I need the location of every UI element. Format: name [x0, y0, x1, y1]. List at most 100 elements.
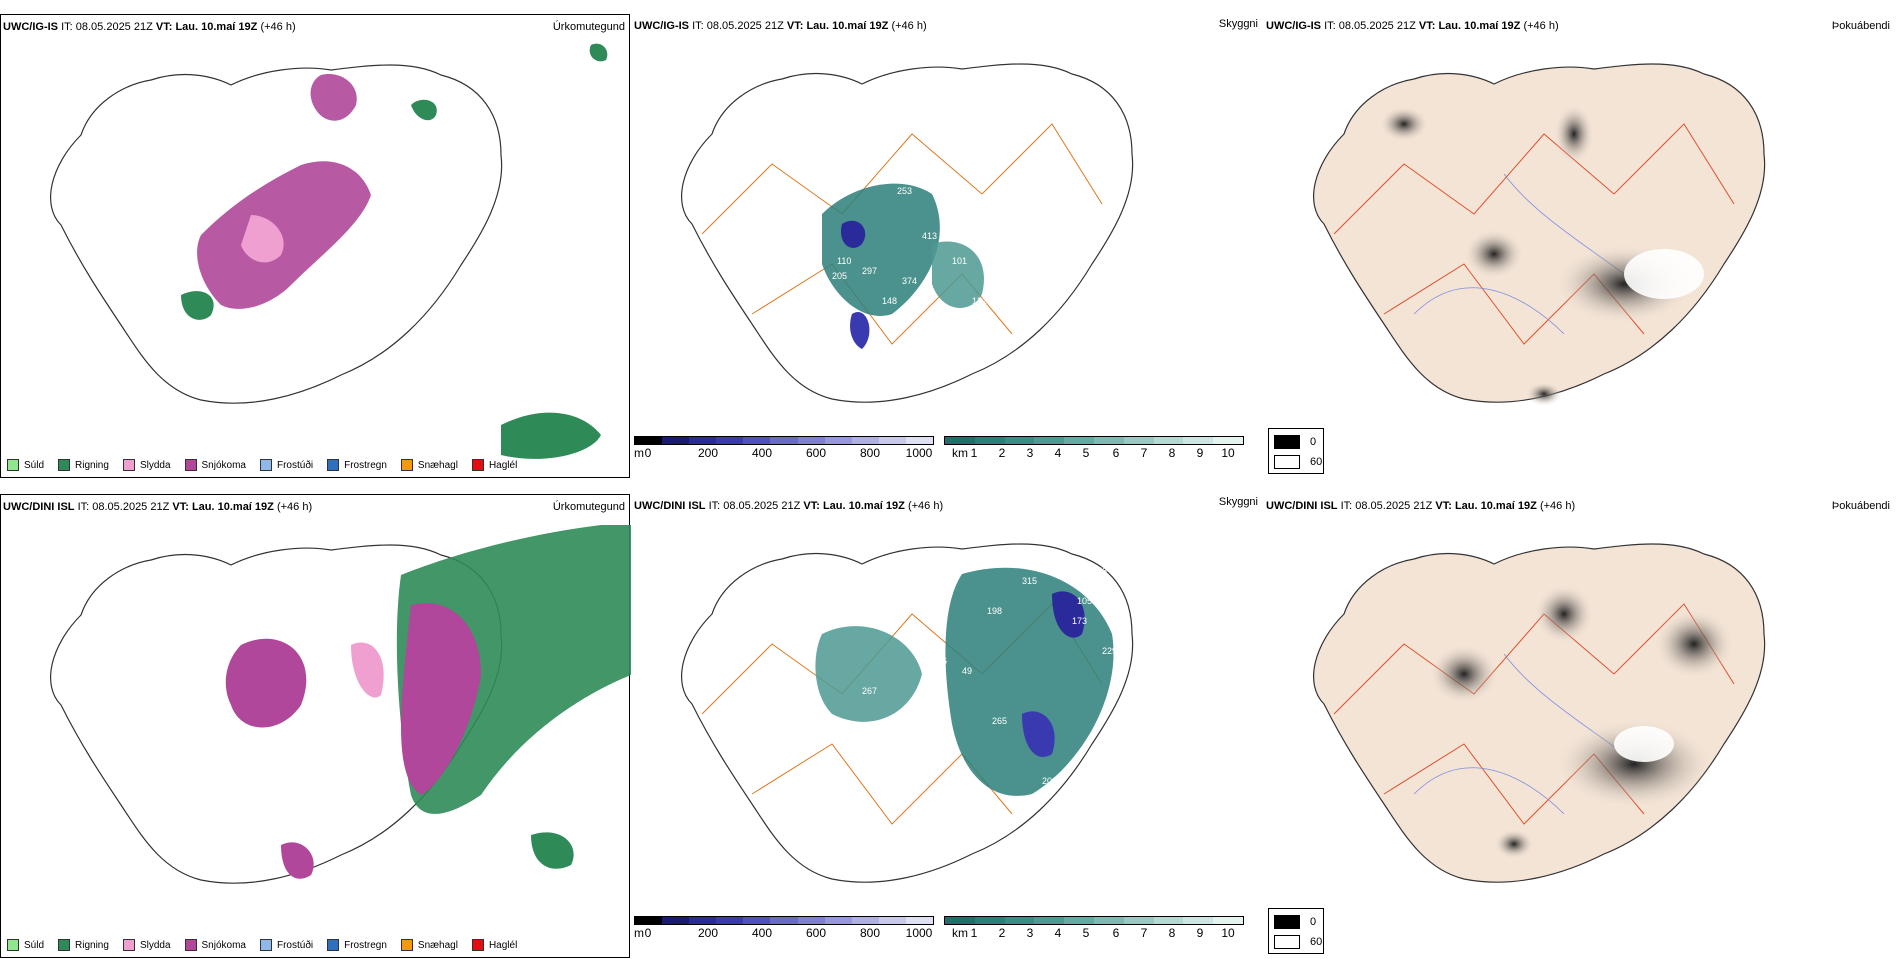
- legend-item: Frostúði: [259, 459, 313, 471]
- colorbar-swatch: [851, 917, 879, 924]
- colorbar-swatch: [1153, 917, 1184, 924]
- ceiling-label: 386: [932, 656, 947, 666]
- colorbar-tick: 8: [1168, 446, 1176, 460]
- legend-item: Snjókoma: [184, 459, 246, 471]
- colorbar-tick: 800: [859, 926, 881, 940]
- legend-swatch: [400, 939, 413, 951]
- colorbar-swatch: [662, 437, 690, 444]
- colorbar-tick: 6: [1112, 926, 1120, 940]
- legend-item: Snæhagl: [400, 939, 458, 951]
- colorbar-swatch: [1213, 437, 1243, 444]
- colorbar-swatch: [974, 437, 1005, 444]
- colorbar-swatch: [797, 437, 825, 444]
- legend-swatch: [122, 459, 135, 471]
- legend-swatch: [7, 939, 19, 951]
- panel-header: UWC/DINI ISL IT: 08.05.2025 21Z VT: Lau.…: [1266, 500, 1576, 512]
- colorbar-tick: 600: [805, 926, 827, 940]
- colorbar-swatch: [878, 437, 906, 444]
- ceiling-label: 200: [1042, 776, 1057, 786]
- precip-map: [50, 43, 608, 459]
- panel-title: Þokuábendi: [1831, 20, 1890, 32]
- colorbar-tick: 7: [1140, 926, 1148, 940]
- ceiling-label: 413: [922, 231, 937, 241]
- legend-swatch: [184, 939, 197, 951]
- legend-item: Frostregn: [327, 939, 387, 951]
- colorbar-swatch: [743, 437, 771, 444]
- colorbar-swatch: [1213, 917, 1243, 924]
- cloud-map: 315 116 105 176 198 229 267 265 200 173 …: [681, 543, 1134, 883]
- colorbar-swatch: [1093, 437, 1124, 444]
- colorbar-unit: km: [952, 446, 968, 460]
- ceiling-label: 265: [992, 716, 1007, 726]
- colorbar-tick: 600: [805, 446, 827, 460]
- colorbar-swatch: [1034, 437, 1065, 444]
- colorbar-tick: 5: [1082, 446, 1090, 460]
- colorbar-swatch: [662, 917, 690, 924]
- colorbar-tick: 10: [1221, 446, 1235, 460]
- colorbar-unit: m: [634, 446, 644, 460]
- colorbar-swatch: [689, 917, 717, 924]
- fog-panel-top: UWC/IG-IS IT: 08.05.2025 21Z VT: Lau. 10…: [1264, 14, 1894, 478]
- colorbar-tick: 7: [1140, 446, 1148, 460]
- visibility-colorbar: km 1 2 3 4 5 6 7 8 9 10: [944, 436, 1244, 460]
- legend-swatch: [259, 459, 272, 471]
- legend-item: Slydda: [122, 459, 171, 471]
- ceiling-label: 49: [962, 666, 972, 676]
- ceiling-label: 198: [987, 606, 1002, 616]
- fog-key-row: 60: [1274, 935, 1322, 949]
- legend-item: Haglél: [471, 459, 517, 471]
- colorbar-swatch: [878, 917, 906, 924]
- colorbar-tick: 6: [1112, 446, 1120, 460]
- ceiling-label: 398: [932, 166, 947, 176]
- legend-swatch: [58, 939, 71, 951]
- colorbar-swatch: [1123, 437, 1154, 444]
- colorbar-tick: 200: [697, 926, 719, 940]
- colorbar-swatch: [851, 437, 879, 444]
- colorbar-tick: 9: [1196, 446, 1204, 460]
- colorbar-tick: 4: [1054, 926, 1062, 940]
- ceiling-label: 267: [862, 686, 877, 696]
- colorbar-tick: 400: [751, 926, 773, 940]
- colorbar-swatch: [716, 917, 744, 924]
- ceiling-label: 297: [862, 266, 877, 276]
- ceiling-label: 205: [832, 271, 847, 281]
- ceiling-label: 173: [1072, 616, 1087, 626]
- colorbar-swatch: [824, 917, 852, 924]
- colorbar-swatch: [1034, 917, 1065, 924]
- legend-swatch: [184, 459, 197, 471]
- legend-item: Snjókoma: [184, 939, 246, 951]
- legend-swatch: [327, 939, 340, 951]
- legend-item: Rigning: [58, 939, 109, 951]
- legend-swatch: [400, 459, 413, 471]
- ceiling-label: 78: [892, 381, 902, 391]
- cloud-visibility-panel-bottom: UWC/DINI ISL IT: 08.05.2025 21Z VT: Lau.…: [632, 494, 1262, 958]
- colorbar-swatch: [1153, 437, 1184, 444]
- colorbar-swatch: [1004, 917, 1035, 924]
- ceiling-label: 176: [1092, 566, 1107, 576]
- fog-map: [1313, 63, 1766, 406]
- colorbar-tick: 200: [697, 446, 719, 460]
- precip-legend: Súld Rigning Slydda Snjókoma Frostúði Fr…: [7, 459, 531, 471]
- fog-key-swatch: [1274, 935, 1300, 949]
- colorbar-swatch: [797, 917, 825, 924]
- colorbar-tick: 9: [1196, 926, 1204, 940]
- colorbar-swatches: [634, 916, 934, 925]
- ceiling-label: 253: [897, 186, 912, 196]
- ceiling-label: 116: [1062, 558, 1076, 568]
- ceiling-label: 229: [1102, 646, 1117, 656]
- colorbar-swatch: [1183, 437, 1214, 444]
- panel-header: UWC/IG-IS IT: 08.05.2025 21Z VT: Lau. 10…: [3, 21, 296, 33]
- fog-key-swatch: [1274, 435, 1300, 449]
- ceiling-label: 105: [1077, 596, 1092, 606]
- ceiling-label: 148: [882, 296, 897, 306]
- colorbar-swatch: [1123, 917, 1154, 924]
- legend-item: Haglél: [471, 939, 517, 951]
- colorbar-unit: km: [952, 926, 968, 940]
- legend-item: Súld: [7, 939, 44, 951]
- panel-title: Úrkomutegund: [552, 501, 625, 513]
- colorbar-unit: m: [634, 926, 644, 940]
- precip-map: [50, 525, 631, 884]
- panel-header: UWC/DINI ISL IT: 08.05.2025 21Z VT: Lau.…: [634, 500, 944, 512]
- legend-swatch: [471, 939, 484, 951]
- colorbar-tick: 400: [751, 446, 773, 460]
